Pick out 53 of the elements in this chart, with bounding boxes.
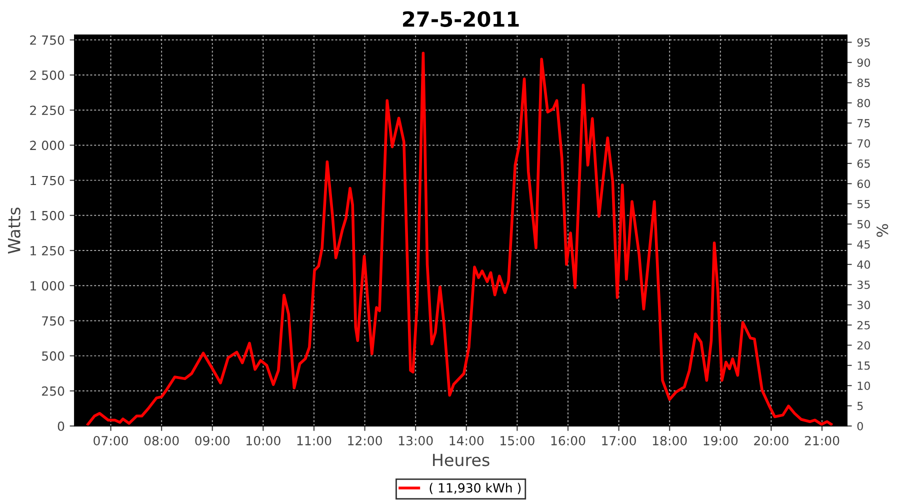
x-tick-label: 08:00: [144, 436, 179, 446]
x-tick-label: 20:00: [754, 436, 788, 446]
y-tick-label: 1 000: [30, 281, 64, 291]
y-tick-label: 500: [42, 351, 64, 361]
y2-tick-label: 60: [857, 180, 870, 188]
y2-tick-label: 80: [857, 98, 870, 108]
y-tick-label: 1 250: [30, 246, 64, 256]
x-tick-label: 13:00: [398, 436, 433, 446]
line-series: [86, 52, 833, 426]
x-axis-title: Heures: [433, 454, 490, 466]
chart-title: 27-5-2011: [403, 11, 519, 27]
y2-tick-label: 5: [857, 402, 863, 410]
y2-tick-label: 90: [857, 58, 870, 67]
y-tick-label: 2 500: [30, 70, 64, 80]
y-tick-label: 2 000: [30, 140, 64, 150]
y2-tick-label: 20: [857, 341, 870, 350]
y2-axis-title: %: [876, 224, 888, 237]
y2-tick-label: 85: [857, 78, 870, 88]
x-tick-label: 19:00: [704, 436, 738, 446]
y2-tick-label: 65: [857, 159, 870, 168]
y-axis-title: Watts: [8, 208, 20, 254]
y2-tick-label: 70: [858, 139, 870, 148]
y2-tick-label: 35: [857, 280, 870, 290]
x-tick-label: 12:00: [348, 436, 382, 446]
x-tick-label: 07:00: [94, 436, 128, 446]
y2-tick-label: 55: [857, 200, 870, 208]
x-tick-label: 09:00: [195, 436, 230, 446]
y2-tick-label: 30: [857, 300, 870, 310]
y2-tick-label: 10: [858, 382, 870, 390]
x-tick-label: 15:00: [500, 436, 534, 446]
y2-tick-label: 15: [858, 362, 870, 370]
y2-tick-label: 75: [858, 119, 870, 128]
x-tick-label: 21:00: [804, 436, 840, 446]
y-tick-label: 1 750: [30, 176, 64, 186]
y-tick-label: 0: [58, 421, 64, 431]
y2-tick-label: 45: [857, 240, 870, 249]
x-tick-label: 18:00: [652, 436, 687, 446]
y-tick-label: 1 500: [30, 210, 64, 220]
x-tick-label: 16:00: [551, 436, 586, 446]
y2-tick-label: 95: [857, 38, 870, 47]
y-tick-label: 2 250: [30, 106, 64, 116]
y2-tick-label: 50: [857, 220, 870, 228]
y-tick-label: 2 750: [30, 35, 64, 45]
y-tick-label: 750: [42, 316, 64, 326]
x-tick-label: 17:00: [602, 436, 636, 446]
x-tick-label: 10:00: [246, 436, 280, 446]
y2-tick-label: 40: [857, 260, 870, 269]
y2-tick-label: 0: [857, 422, 863, 430]
x-tick-label: 11:00: [297, 436, 332, 446]
legend-label: ( 11,930 kWh ): [430, 482, 521, 494]
x-tick-label: 14:00: [450, 436, 484, 446]
y-tick-label: 250: [42, 386, 64, 396]
y2-tick-label: 25: [857, 320, 870, 330]
